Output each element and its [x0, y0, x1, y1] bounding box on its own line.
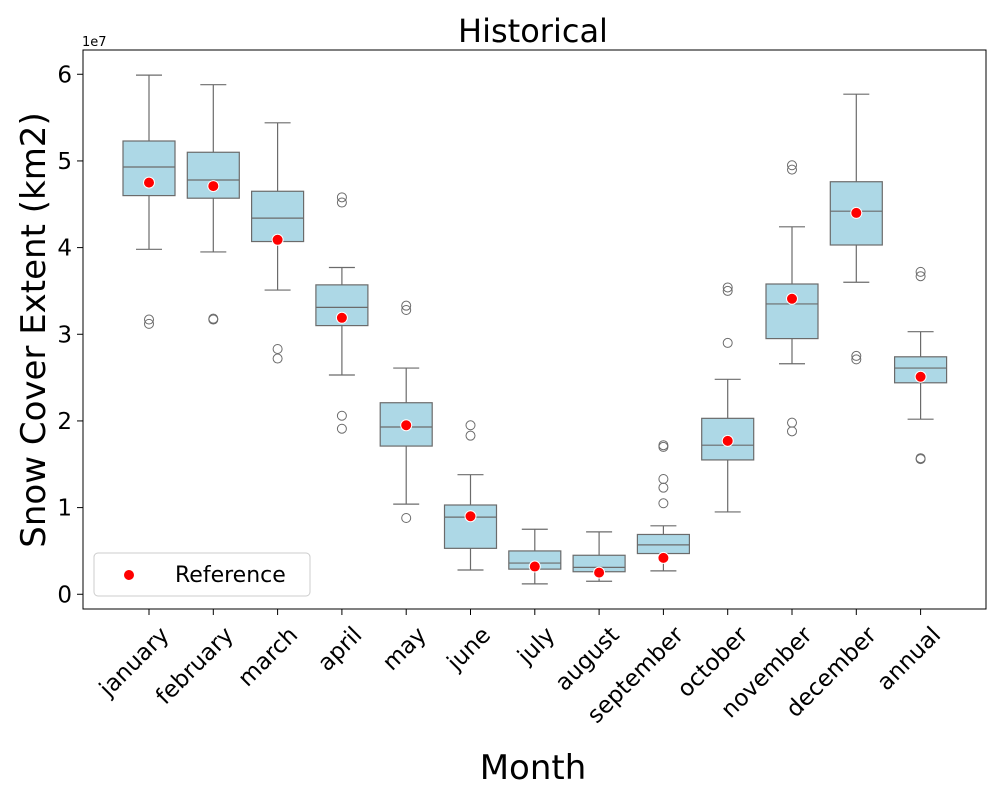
outlier-point	[336, 192, 347, 203]
x-tick-label: april	[313, 622, 367, 676]
y-tick-label: 3	[57, 322, 72, 348]
x-tick-label: annual	[872, 622, 946, 696]
outlier-point	[851, 354, 862, 365]
legend-reference-marker	[123, 569, 135, 581]
y-tick-label: 2	[57, 409, 72, 435]
outlier-point	[722, 337, 733, 348]
outlier-point	[915, 453, 926, 464]
chart-title: Historical	[458, 12, 608, 50]
y-offset-label: 1e7	[82, 35, 107, 50]
reference-point	[143, 176, 155, 189]
reference-point	[721, 434, 734, 447]
outlier-point	[336, 410, 347, 421]
outlier-point	[401, 513, 412, 523]
plot-frame	[82, 49, 987, 610]
outlier-point	[272, 344, 283, 354]
legend-frame	[93, 552, 311, 597]
box-september	[636, 533, 691, 555]
y-tick-label: 6	[57, 62, 72, 88]
reference-point	[207, 180, 220, 193]
outlier-point	[465, 420, 476, 431]
x-tick-label: july	[512, 622, 560, 670]
outlier-point	[851, 350, 862, 361]
outlier-point	[915, 271, 926, 282]
reference-point	[528, 560, 541, 573]
outlier-point	[915, 266, 926, 277]
y-tick-label: 0	[57, 582, 72, 608]
y-tick-label: 1	[57, 496, 72, 522]
box-april	[315, 284, 369, 327]
box-march	[251, 190, 305, 243]
outlier-point	[787, 417, 797, 428]
outlier-point	[787, 164, 797, 175]
reference-point	[464, 510, 477, 523]
outlier-point	[208, 313, 219, 324]
outlier-point	[144, 314, 154, 325]
outlier-point	[401, 305, 412, 315]
outlier-point	[336, 423, 347, 434]
outlier-point	[401, 300, 412, 311]
outlier-point	[658, 482, 669, 493]
outlier-point	[658, 498, 669, 509]
outlier-point	[272, 353, 283, 364]
reference-point	[786, 292, 798, 305]
x-tick-label: may	[378, 622, 432, 676]
x-axis-label: Month	[480, 748, 587, 788]
y-tick-label: 5	[57, 149, 72, 175]
reference-point	[271, 233, 284, 246]
outlier-point	[722, 285, 733, 296]
y-tick-label: 4	[57, 236, 72, 262]
outlier-point	[658, 474, 669, 484]
y-axis-label: Snow Cover Extent (km2)	[14, 112, 54, 547]
reference-point	[400, 419, 413, 432]
reference-point	[914, 370, 927, 383]
outlier-point	[787, 160, 797, 171]
legend: Reference	[93, 552, 311, 597]
outlier-point	[465, 430, 476, 441]
x-tick-label: march	[233, 622, 303, 692]
outlier-point	[144, 318, 154, 329]
reference-point	[593, 566, 606, 579]
x-tick-label: june	[442, 622, 496, 676]
outlier-point	[787, 426, 797, 437]
box-november	[765, 283, 819, 340]
outlier-point	[722, 282, 733, 293]
reference-point	[335, 311, 348, 324]
outlier-point	[336, 197, 347, 208]
outlier-point	[658, 440, 669, 451]
reference-point	[657, 551, 670, 564]
reference-point	[850, 206, 863, 219]
legend-reference-label: Reference	[175, 563, 286, 588]
